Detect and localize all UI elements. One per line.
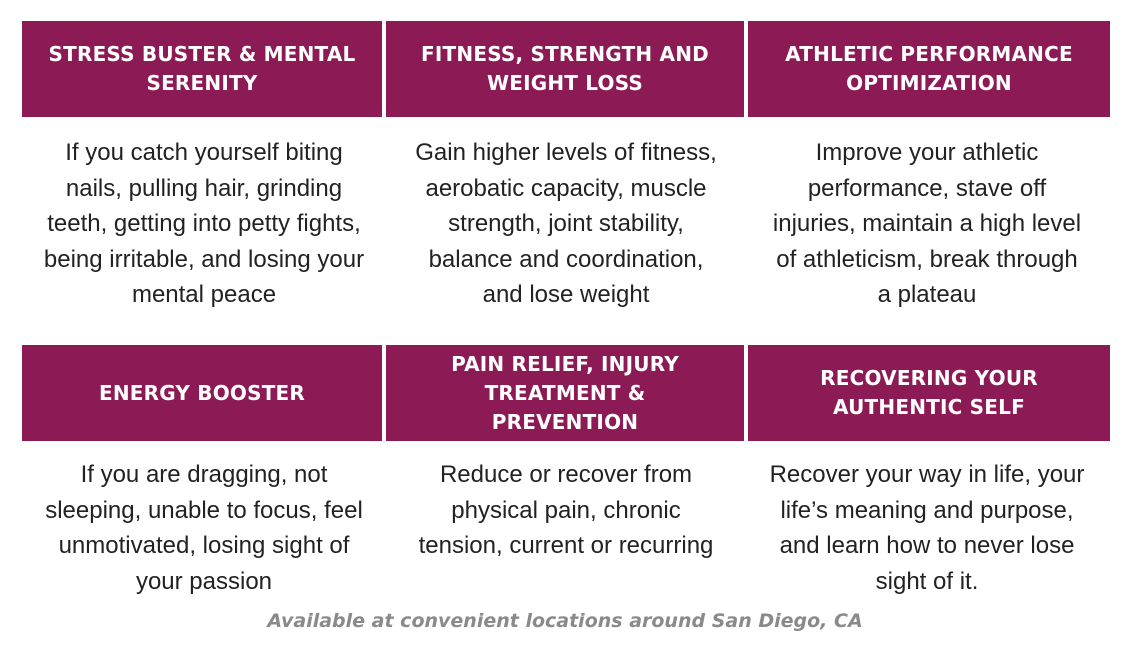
card-body-athletic: Improve your athletic performance, stave… — [744, 117, 1110, 345]
card-description-authentic-self: Recover your way in life, your life’s me… — [769, 461, 1085, 595]
body-row-2: If you are dragging, not sleeping, unabl… — [22, 441, 1110, 609]
card-body-fitness: Gain higher levels of fitness, aerobatic… — [386, 117, 744, 345]
card-body-stress-buster: If you catch yourself biting nails, pull… — [22, 117, 386, 345]
header-row-2: ENERGY BOOSTER PAIN RELIEF, INJURY TREAT… — [22, 345, 1110, 441]
card-body-pain-relief: Reduce or recover from physical pain, ch… — [386, 441, 744, 609]
footer-locations-note: Available at convenient locations around… — [267, 610, 863, 632]
card-title-pain-relief: PAIN RELIEF, INJURY TREATMENT & PREVENTI… — [386, 345, 744, 441]
card-title-authentic-self: RECOVERING YOUR AUTHENTIC SELF — [748, 345, 1110, 441]
card-title-athletic: ATHLETIC PERFORMANCE OPTIMIZATION — [748, 21, 1110, 117]
card-title-energy-booster: ENERGY BOOSTER — [22, 345, 382, 441]
card-body-authentic-self: Recover your way in life, your life’s me… — [744, 441, 1110, 609]
card-description-energy-booster: If you are dragging, not sleeping, unabl… — [45, 461, 363, 595]
card-description-fitness: Gain higher levels of fitness, aerobatic… — [415, 139, 717, 308]
header-row-1: STRESS BUSTER & MENTAL SERENITY FITNESS,… — [22, 21, 1110, 117]
card-title-stress-buster: STRESS BUSTER & MENTAL SERENITY — [22, 21, 382, 117]
card-description-stress-buster: If you catch yourself biting nails, pull… — [43, 139, 365, 308]
card-description-athletic: Improve your athletic performance, stave… — [772, 139, 1082, 308]
body-row-1: If you catch yourself biting nails, pull… — [22, 117, 1110, 345]
card-body-energy-booster: If you are dragging, not sleeping, unabl… — [22, 441, 386, 609]
benefits-grid: STRESS BUSTER & MENTAL SERENITY FITNESS,… — [22, 21, 1110, 609]
card-title-fitness: FITNESS, STRENGTH AND WEIGHT LOSS — [386, 21, 744, 117]
card-description-pain-relief: Reduce or recover from physical pain, ch… — [418, 461, 714, 559]
